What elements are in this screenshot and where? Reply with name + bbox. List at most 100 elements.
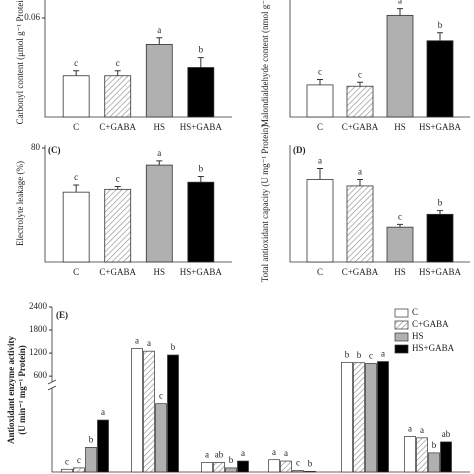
bar [353,362,365,473]
significance-letter: c [65,456,69,466]
significance-letter: a [381,349,385,359]
significance-letter: a [157,148,161,158]
error-bar [437,32,443,41]
significance-letter: c [159,391,163,401]
x-tick-label: C+GABA [342,122,379,132]
error-bar [156,37,163,45]
axis-break [47,379,57,391]
error-bar [317,79,323,85]
bar [201,462,213,473]
y-axis-label: Carbonyl content (μmol g⁻¹ Protein) [15,0,25,124]
significance-letter: a [135,336,139,346]
significance-letter: c [116,174,120,184]
y-tick-label: 1200 [29,347,48,357]
significance-letter: a [318,156,322,166]
legend-swatch [394,344,409,354]
significance-letter: a [272,447,276,457]
error-bar [73,70,80,76]
significance-letter: a [284,448,288,458]
bar [341,361,353,473]
x-tick-label: C [73,267,79,277]
bar [131,348,143,473]
significance-letter: a [420,425,424,435]
panel-label: (C) [48,145,61,155]
legend-label: HS+GABA [412,343,455,353]
x-tick-label: HS+GABA [180,267,223,277]
error-bar [197,57,204,68]
x-tick-label: HS [394,122,406,132]
bar [426,213,454,263]
x-tick-label: C [317,267,323,277]
bar [104,75,132,118]
error-bar [197,176,204,183]
bar [62,191,90,263]
significance-letter: b [345,349,350,359]
bar [225,467,237,473]
significance-letter: c [369,351,373,361]
significance-letter: c [358,69,362,79]
x-tick-label: HS+GABA [419,122,462,132]
significance-letter: c [77,455,81,465]
significance-letter: b [199,45,204,55]
y-axis-label: Antioxidant enzyme activity [6,336,16,444]
significance-letter: b [89,434,94,444]
significance-letter: a [408,424,412,434]
error-bar [317,168,323,180]
y-axis-label: (U min⁻¹ mg⁻¹ Protein) [17,345,27,434]
significance-letter: b [438,20,443,30]
significance-letter: c [296,458,300,468]
legend-swatch [394,308,409,318]
y-axis-label: Malondialdehyde content (nmol g⁻¹ F [260,0,270,127]
x-tick-label: HS [154,267,166,277]
significance-letter: ab [215,449,224,459]
significance-letter: b [229,455,234,465]
bar [346,85,374,118]
bar [365,363,377,473]
bar [187,67,215,118]
significance-letter: b [171,342,176,352]
y-tick-label: 1800 [29,324,48,334]
legend-swatch [394,332,409,342]
bar [426,40,454,118]
bar [280,460,292,473]
significance-letter: c [318,67,322,77]
bar [268,459,280,473]
significance-letter: b [308,458,313,468]
significance-letter: c [398,211,402,221]
significance-letter: b [432,440,437,450]
error-bar [114,185,121,190]
bar [104,188,132,263]
bar [386,226,414,263]
significance-letter: a [147,338,151,348]
significance-letter: c [74,172,78,182]
y-tick-label: 2400 [29,301,48,311]
x-tick-label: C [317,122,323,132]
panel-label: (E) [56,310,68,320]
bar [61,468,73,473]
bar [155,403,167,473]
bar [304,470,316,473]
bar [97,419,109,473]
significance-letter: c [116,58,120,68]
significance-letter: b [357,350,362,360]
bar [377,361,389,473]
error-bar [437,210,443,215]
significance-letter: a [101,407,105,417]
y-tick-label: 80 [31,142,41,152]
bar [416,437,428,473]
bar [143,350,155,473]
significance-letter: c [74,58,78,68]
bar [306,179,334,263]
significance-letter: a [241,448,245,458]
bar [428,452,440,473]
bar [386,14,414,118]
x-tick-label: C+GABA [99,267,136,277]
bar [213,462,225,473]
x-tick-label: HS+GABA [419,267,462,277]
y-axis-label: Total antioxidant capacity (U mg⁻¹ Prote… [260,125,270,283]
x-tick-label: C+GABA [342,267,379,277]
bar [237,460,249,473]
y-tick-label: 0.06 [24,12,40,22]
error-bar [73,184,80,193]
